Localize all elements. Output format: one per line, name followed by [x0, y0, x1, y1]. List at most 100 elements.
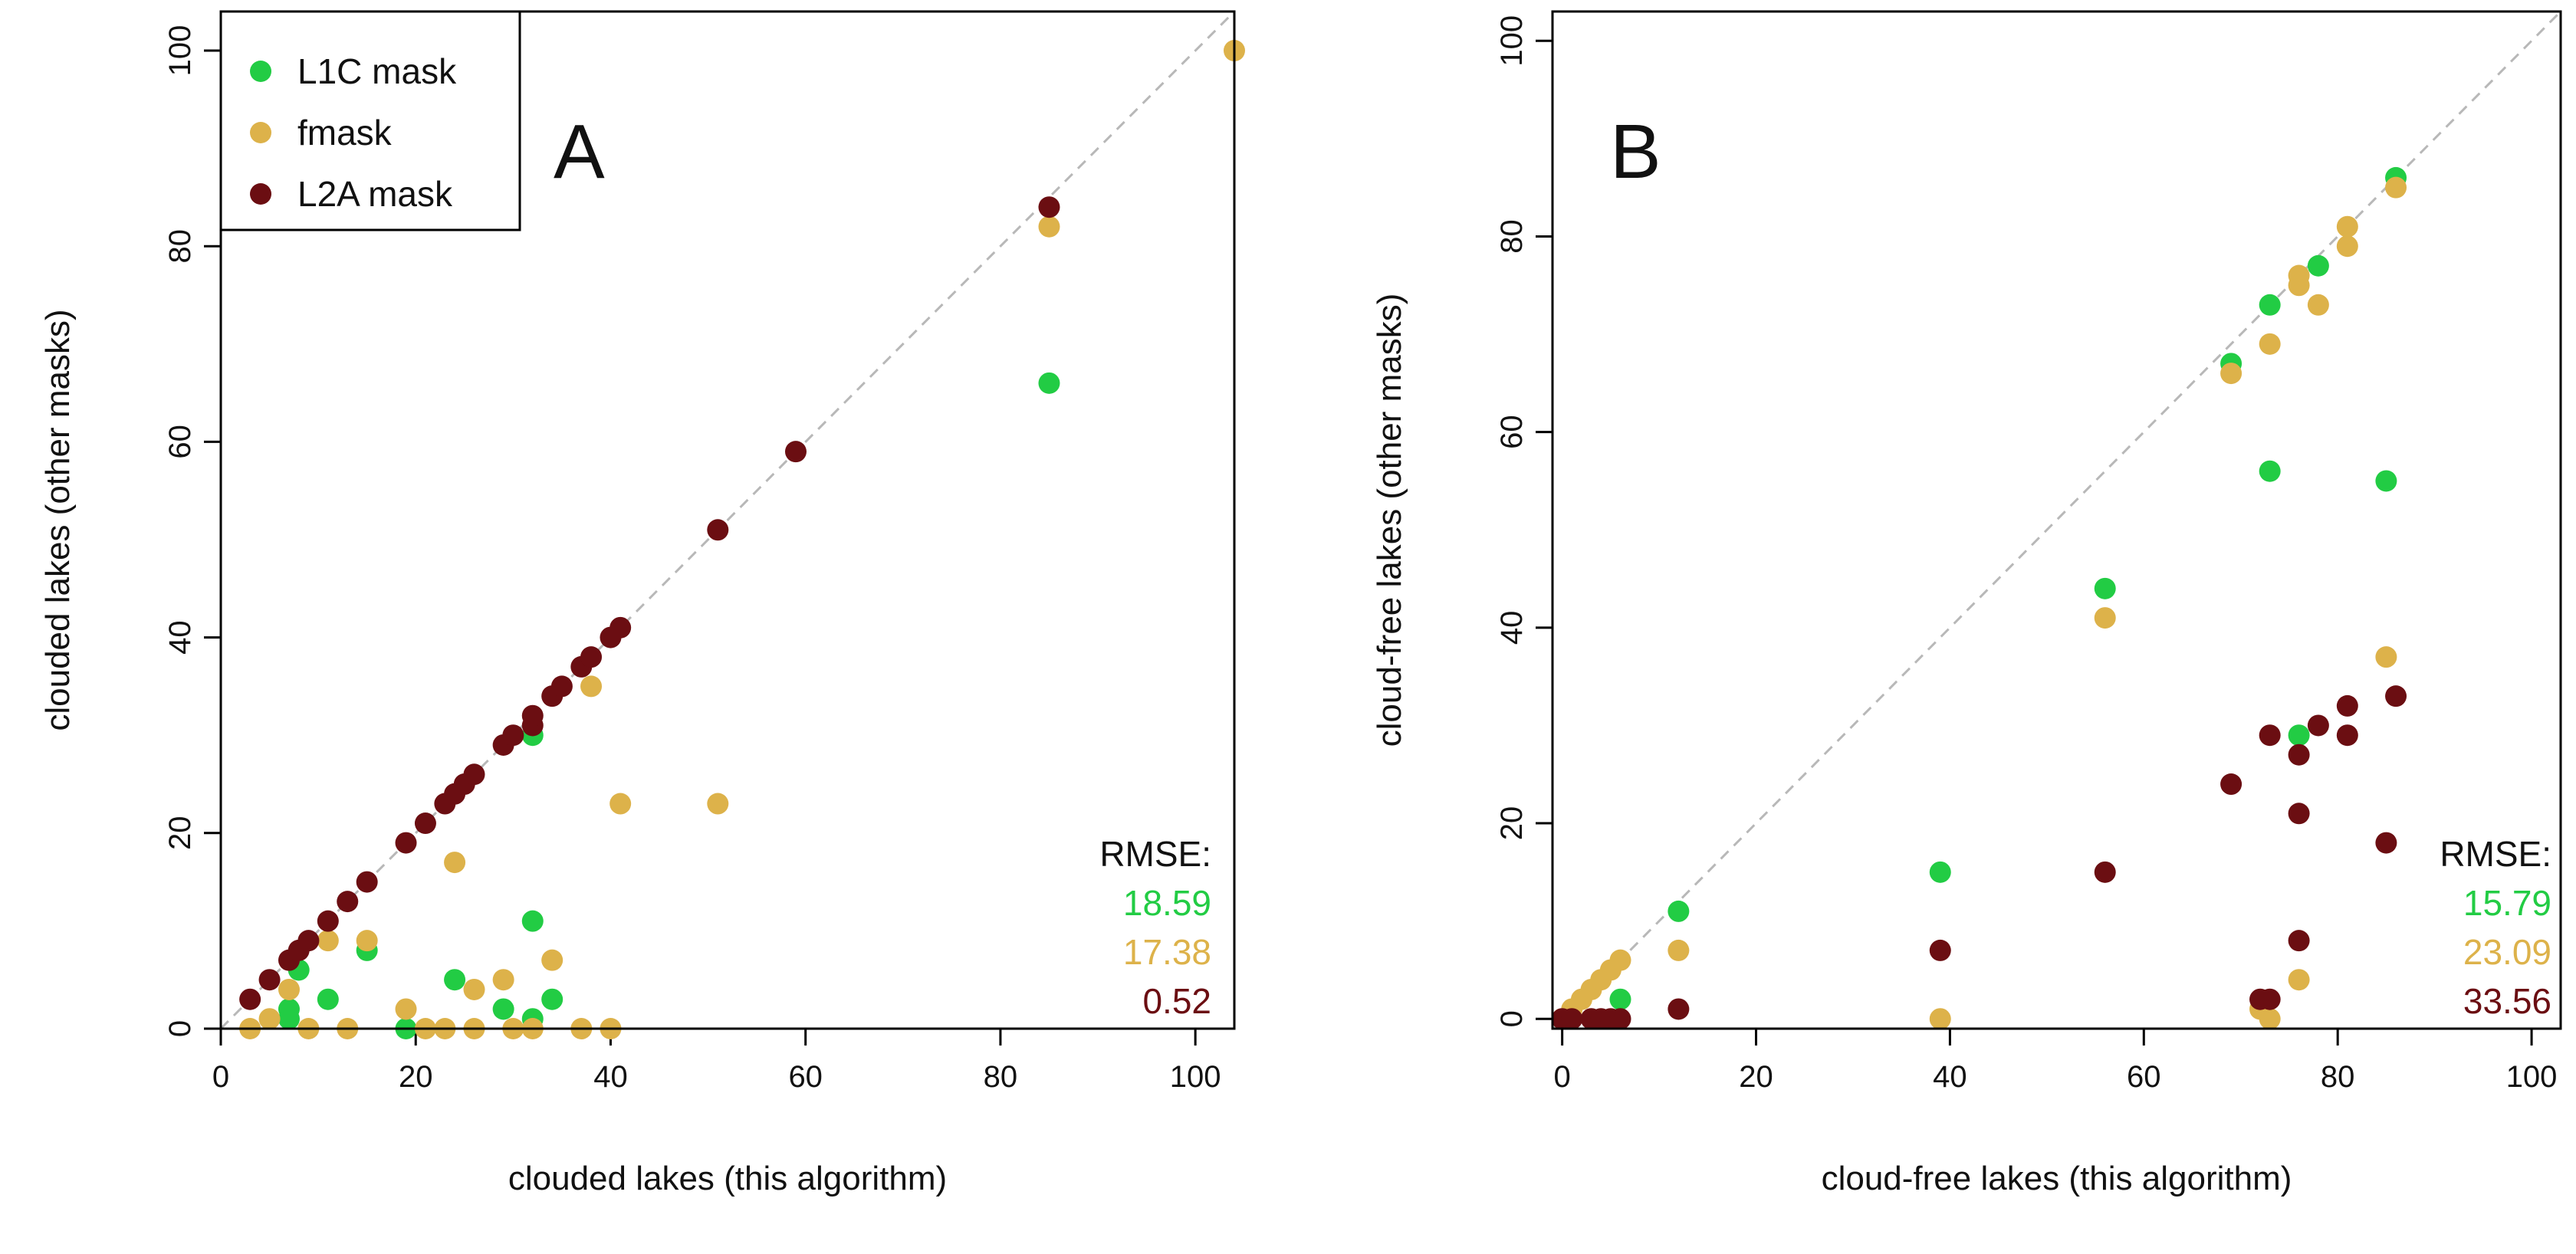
point-fmask [395, 998, 417, 1020]
rmse-title-a: RMSE: [1099, 834, 1211, 874]
point-l2a [414, 812, 436, 835]
point-l1c [1668, 900, 1690, 922]
point-l2a [2288, 803, 2310, 825]
point-fmask [444, 852, 466, 874]
point-fmask [1668, 939, 1690, 961]
point-l2a [2336, 694, 2358, 717]
y-tick-label: 80 [1495, 219, 1529, 254]
point-fmask [1929, 1008, 1951, 1030]
point-l2a [1668, 998, 1690, 1020]
point-fmask [1609, 949, 1631, 971]
legend-label-fmask: fmask [297, 113, 393, 153]
point-fmask [2307, 294, 2329, 316]
point-l1c [1609, 988, 1631, 1010]
x-tick-label: 0 [212, 1060, 229, 1094]
y-ticks-a: 0 20 40 60 80 100 [163, 25, 221, 1037]
point-fmask [610, 793, 632, 815]
x-tick-label: 100 [2506, 1060, 2558, 1094]
y-tick-label: 80 [163, 229, 197, 264]
point-fmask [2375, 646, 2397, 668]
x-tick-label: 80 [2321, 1060, 2355, 1094]
legend: L1C mask fmask L2A mask [219, 10, 521, 231]
point-l1c [521, 910, 544, 932]
point-l2a [2288, 930, 2310, 952]
panel-label-a: A [554, 109, 605, 195]
rmse-value-b-l1c: 15.79 [2463, 883, 2551, 923]
point-fmask [2220, 363, 2242, 385]
point-l1c [317, 988, 339, 1010]
x-axis-title-b: cloud-free lakes (this algorithm) [1822, 1160, 2292, 1197]
point-l2a [2307, 714, 2329, 737]
point-l2a [1609, 1008, 1631, 1030]
point-l1c [492, 998, 514, 1020]
point-l2a [1929, 939, 1951, 961]
x-tick-label: 20 [1739, 1060, 1773, 1094]
y-axis-title-a: clouded lakes (other masks) [39, 309, 77, 730]
point-l2a [2259, 724, 2281, 747]
y-tick-label: 100 [1495, 15, 1529, 67]
point-fmask [2259, 1008, 2281, 1030]
point-l2a [1561, 1008, 1583, 1030]
point-l2a [2288, 744, 2310, 766]
x-tick-label: 20 [399, 1060, 433, 1094]
rmse-value-a-l2a: 0.52 [1142, 981, 1211, 1021]
point-fmask [2336, 215, 2358, 238]
point-l2a [2259, 988, 2281, 1010]
legend-marker-l1c [250, 61, 271, 82]
y-axis-title-b: cloud-free lakes (other masks) [1371, 294, 1408, 747]
point-l1c [2288, 724, 2310, 747]
point-l1c [1929, 861, 1951, 883]
y-tick-label: 40 [163, 620, 197, 655]
point-l2a [337, 891, 359, 913]
point-l2a [356, 871, 378, 893]
point-fmask [317, 930, 339, 952]
x-tick-label: 0 [1554, 1060, 1571, 1094]
point-fmask [541, 949, 564, 971]
points-b [1551, 166, 2407, 1030]
point-l1c [2375, 470, 2397, 492]
point-fmask [2259, 333, 2281, 355]
rmse-title-b: RMSE: [2440, 834, 2551, 874]
y-tick-label: 60 [163, 425, 197, 459]
point-l2a [521, 704, 544, 727]
rmse-value-a-l1c: 18.59 [1123, 883, 1211, 923]
point-l1c [444, 969, 466, 991]
point-fmask [278, 978, 300, 1000]
point-l2a [502, 724, 524, 747]
y-tick-label: 100 [163, 25, 197, 77]
point-fmask [707, 793, 729, 815]
point-l1c [1038, 372, 1060, 394]
y-tick-label: 20 [163, 816, 197, 851]
point-fmask [356, 930, 378, 952]
x-tick-label: 60 [788, 1060, 823, 1094]
y-tick-label: 20 [1495, 806, 1529, 841]
point-l1c [2259, 460, 2281, 482]
points-a [239, 40, 1245, 1039]
point-l2a [2094, 861, 2116, 883]
x-tick-label: 40 [1933, 1060, 1967, 1094]
y-tick-label: 0 [1495, 1010, 1529, 1027]
legend-label-l1c: L1C mask [297, 51, 457, 91]
rmse-block-a: RMSE: 18.59 17.38 0.52 [1099, 834, 1211, 1021]
point-l1c [2307, 254, 2329, 277]
legend-label-l2a: L2A mask [297, 174, 453, 214]
point-l2a [395, 832, 417, 854]
point-l1c [2259, 294, 2281, 316]
point-l2a [463, 763, 485, 786]
point-fmask [2336, 235, 2358, 258]
point-fmask [580, 675, 603, 698]
x-tick-label: 100 [1170, 1060, 1221, 1094]
point-l2a [580, 646, 603, 668]
x-ticks-b: 0 20 40 60 80 100 [1554, 1029, 2558, 1094]
plot-frame-b [1551, 10, 2562, 1030]
point-l2a [707, 519, 729, 541]
panel-label-b: B [1610, 109, 1661, 195]
point-l2a [784, 441, 807, 463]
point-fmask [2094, 607, 2116, 629]
point-fmask [463, 978, 485, 1000]
point-l2a [2220, 773, 2242, 796]
point-l2a [297, 930, 320, 952]
reference-line-a [219, 10, 1236, 1030]
point-l2a [2375, 832, 2397, 854]
